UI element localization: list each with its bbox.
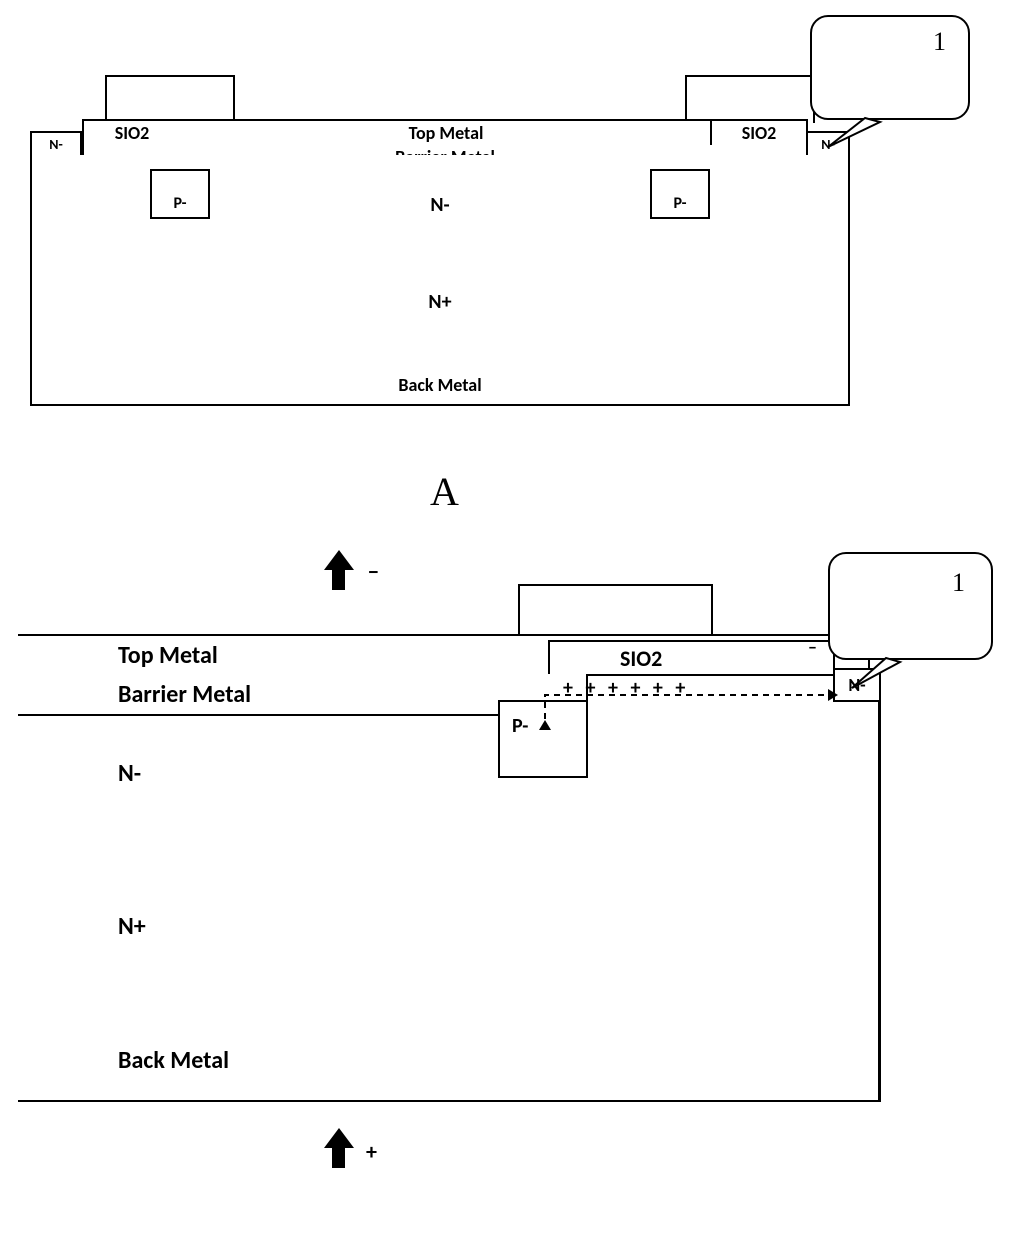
p-minus-left-label: P- (173, 194, 186, 213)
back-metal-label: Back Metal (398, 374, 481, 396)
section-label-a: A (430, 468, 459, 515)
sio2-right-label: SIO2 (742, 122, 777, 144)
top-metal-label: Top Metal (409, 122, 484, 144)
sio2-left-label: SIO2 (115, 122, 150, 144)
bump-left (105, 75, 235, 123)
n-plus-b-label: N+ (118, 912, 146, 941)
n-plus-label: N+ (428, 290, 451, 314)
sio2-left: SIO2 (82, 119, 182, 147)
n-plus-b: N+ (18, 832, 880, 1022)
callout-bubble-a: 1 (810, 15, 970, 120)
n-minus-left-label: N- (49, 136, 63, 153)
n-minus-corner-left: N- (30, 131, 82, 157)
back-metal: Back Metal (30, 366, 850, 406)
callout-tail-a (810, 110, 890, 160)
n-plus: N+ (30, 238, 850, 368)
p-minus-right-label: P- (673, 194, 686, 213)
p-minus-right: P- (650, 169, 710, 219)
n-minus-body-label: N- (430, 193, 449, 217)
callout-tail-b (838, 650, 918, 700)
arrow-down-icon (318, 1120, 368, 1170)
diagram-a: N- SIO2 Top Metal SIO2 N- Barrier Metal … (30, 75, 910, 415)
p-minus-b: P- (498, 700, 588, 778)
sio2-b: SIO2 (548, 640, 835, 676)
back-metal-b: Back Metal (18, 1020, 880, 1102)
plus-row: + + + + + + (563, 676, 689, 700)
p-minus-left: P- (150, 169, 210, 219)
callout-b-text: 1 (952, 568, 965, 598)
bump-right (685, 75, 815, 123)
bump-b (518, 584, 713, 638)
right-edge (878, 700, 881, 1102)
sio2-right: SIO2 (710, 119, 808, 147)
sio2-b-label: SIO2 (620, 645, 662, 672)
back-metal-b-label: Back Metal (118, 1046, 229, 1075)
n-minus-body-b-label: N- (118, 759, 141, 788)
top-metal-b-label: Top Metal (118, 641, 218, 670)
barrier-metal-b-label: Barrier Metal (118, 680, 251, 709)
callout-a-text: 1 (933, 27, 946, 57)
p-minus-b-label: P- (512, 714, 528, 738)
callout-bubble-b: 1 (828, 552, 993, 660)
arrow-up-icon (318, 542, 368, 592)
top-metal: Top Metal (180, 119, 712, 147)
arrow-down-sign: + (366, 1138, 377, 1165)
n-minus-body-b: N- (18, 714, 880, 834)
arrow-up-sign: − (368, 558, 379, 585)
diagram-b: − Top Metal SIO2 – – N- Barrier Metal + … (18, 560, 988, 1200)
